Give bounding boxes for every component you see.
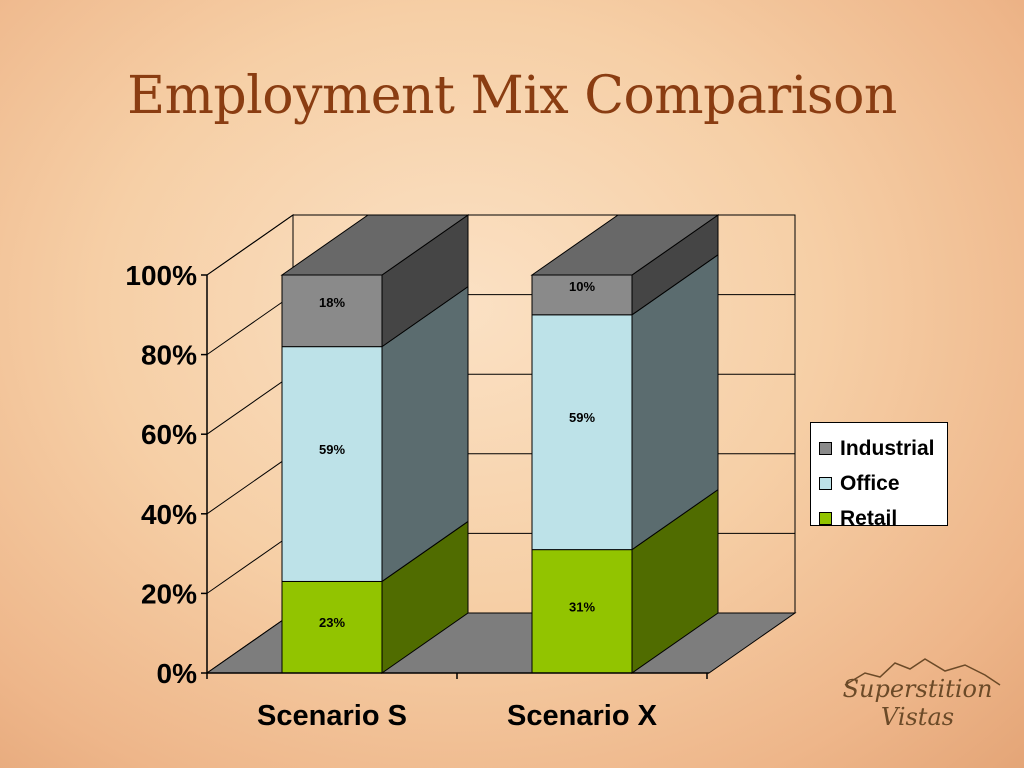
bar-retail-0 [281,580,383,674]
y-tick-label: 100% [125,260,197,291]
bar-retail-1 [531,549,633,674]
superstition-vistas-logo: Superstition Vistas [825,655,1010,731]
legend-item-office: Office [819,466,947,501]
data-label-retail-0: 23% [319,615,345,630]
y-tick-label: 40% [141,499,197,530]
legend-label-industrial: Industrial [840,436,935,460]
category-label-1: Scenario X [507,700,658,732]
legend-item-industrial: Industrial [819,431,947,466]
data-labels: 23% 59% 18% 31% 59% 10% [319,279,595,630]
y-axis: 0% 20% 40% 60% 80% 100% [125,260,208,689]
logo-text: Superstition Vistas [842,675,993,731]
gridline-side [206,373,294,435]
y-tick-label: 60% [141,419,197,450]
bar-top-0 [280,214,470,276]
bar-top-1 [530,214,720,276]
legend-swatch-office [819,477,832,490]
data-label-industrial-0: 18% [319,295,345,310]
y-tick-label: 0% [157,658,198,689]
legend: Industrial Office Retail [810,422,948,530]
gridline-side [206,294,294,356]
x-axis: Scenario S Scenario X [206,672,709,732]
gridline-side [206,453,294,515]
data-label-office-1: 59% [569,410,595,425]
bar-office-0 [281,346,383,582]
data-label-retail-1: 31% [569,599,595,614]
bars [280,214,720,674]
y-tick-label: 80% [141,340,197,371]
legend-label-retail: Retail [840,506,898,530]
legend-item-retail: Retail [819,501,947,536]
data-label-office-0: 59% [319,442,345,457]
y-tick-label: 20% [141,578,197,609]
gridline-side [206,532,294,594]
bar-office-1 [531,314,633,551]
slide-title: Employment Mix Comparison [127,66,897,126]
category-label-0: Scenario S [257,700,407,732]
data-label-industrial-1: 10% [569,279,595,294]
mountain-outline-icon [844,658,1001,686]
bar-industrial-0 [281,274,383,348]
legend-swatch-industrial [819,442,832,455]
gridline-side [206,214,294,276]
bar-industrial-1 [531,274,633,316]
side-wall [206,214,294,674]
legend-swatch-retail [819,512,832,525]
legend-label-office: Office [840,471,900,495]
